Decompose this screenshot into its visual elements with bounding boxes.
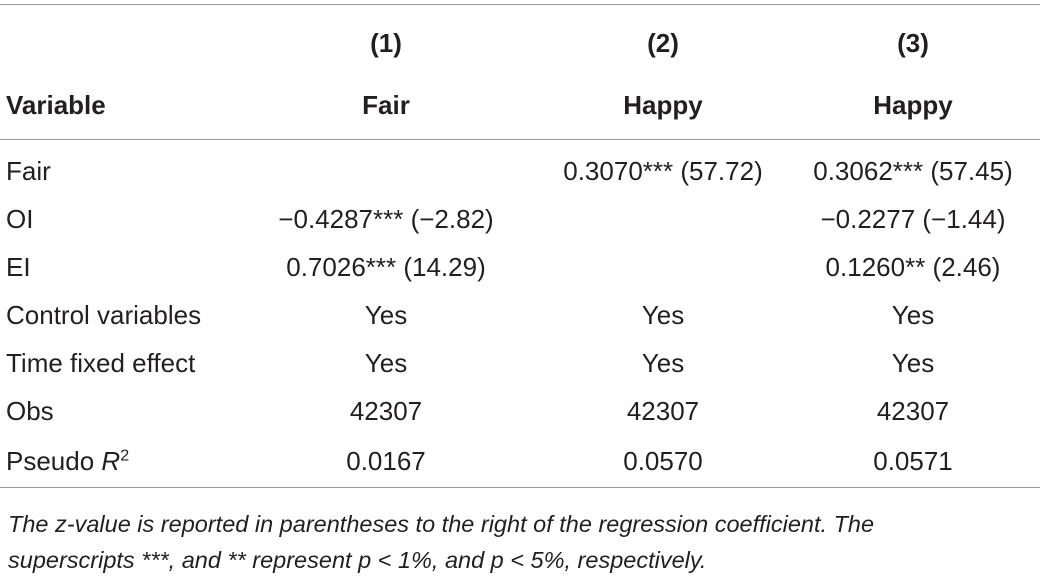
row-label: Time fixed effect (6, 347, 196, 378)
table-cell: 0.0571 (786, 435, 1040, 488)
table-cell (232, 140, 540, 196)
pseudo-r2-prefix: Pseudo (6, 445, 102, 476)
table-row: OI −0.4287*** (−2.82) −0.2277 (−1.44) (0, 195, 1040, 243)
dependent-variable-header: Fair (232, 71, 540, 140)
footnote-line: superscripts ***, and ** represent p < 1… (8, 547, 707, 573)
column-number: (1) (370, 27, 402, 58)
table-cell: 0.3062*** (57.45) (813, 155, 1013, 186)
column-header-row: Variable Fair Happy Happy (0, 71, 1040, 140)
table-row: Control variables Yes Yes Yes (0, 291, 1040, 339)
table-row: EI 0.7026*** (14.29) 0.1260** (2.46) (0, 243, 1040, 291)
table-cell: 0.0167 (232, 435, 540, 488)
row-label: Obs (6, 395, 54, 426)
table-footnote: The z-value is reported in parentheses t… (8, 506, 1036, 578)
table-row-pseudo-r2: Pseudo R2 0.0167 0.0570 0.0571 (0, 435, 1040, 488)
row-label-pseudo-r2: Pseudo R2 (0, 435, 232, 488)
column-number: (3) (897, 27, 929, 58)
table-row: Fair 0.3070*** (57.72) 0.3062*** (57.45) (0, 140, 1040, 196)
table-cell: Yes (364, 347, 408, 378)
dependent-variable-header: Happy (540, 71, 786, 140)
table-cell: 0.3070*** (57.72) (563, 155, 763, 186)
table-cell: 0.7026*** (14.29) (286, 251, 486, 282)
pseudo-r2-symbol: R (101, 445, 121, 476)
row-label: Control variables (6, 299, 202, 330)
variable-column-header: Variable (0, 71, 232, 140)
column-number-row: (1) (2) (3) (0, 0, 1040, 71)
table-cell: 42307 (626, 395, 700, 426)
table-cell: Yes (891, 347, 935, 378)
table-top-rule (0, 4, 1040, 5)
table-cell: 0.0570 (540, 435, 786, 488)
footnote-line: The z-value is reported in parentheses t… (8, 511, 875, 537)
pseudo-r2-superscript: 2 (120, 445, 130, 464)
table-cell: 42307 (876, 395, 950, 426)
table-cell: −0.4287*** (−2.82) (278, 203, 494, 234)
table-row: Obs 42307 42307 42307 (0, 387, 1040, 435)
table-cell (540, 195, 786, 243)
table-cell: Yes (641, 299, 685, 330)
regression-results-table: (1) (2) (3) Variable Fair Happy Happy Fa… (0, 0, 1040, 488)
column-number: (2) (647, 27, 679, 58)
table-cell: 0.1260** (2.46) (825, 251, 1001, 282)
table-cell: Yes (641, 347, 685, 378)
row-label: EI (6, 251, 31, 282)
row-label: OI (6, 203, 34, 234)
table-cell: Yes (364, 299, 408, 330)
table-cell (540, 243, 786, 291)
row-label: Fair (6, 155, 51, 186)
column-number-blank (0, 0, 232, 71)
table-cell: Yes (891, 299, 935, 330)
table-cell: −0.2277 (−1.44) (820, 203, 1006, 234)
table-row: Time fixed effect Yes Yes Yes (0, 339, 1040, 387)
table-cell: 42307 (349, 395, 423, 426)
dependent-variable-header: Happy (786, 71, 1040, 140)
